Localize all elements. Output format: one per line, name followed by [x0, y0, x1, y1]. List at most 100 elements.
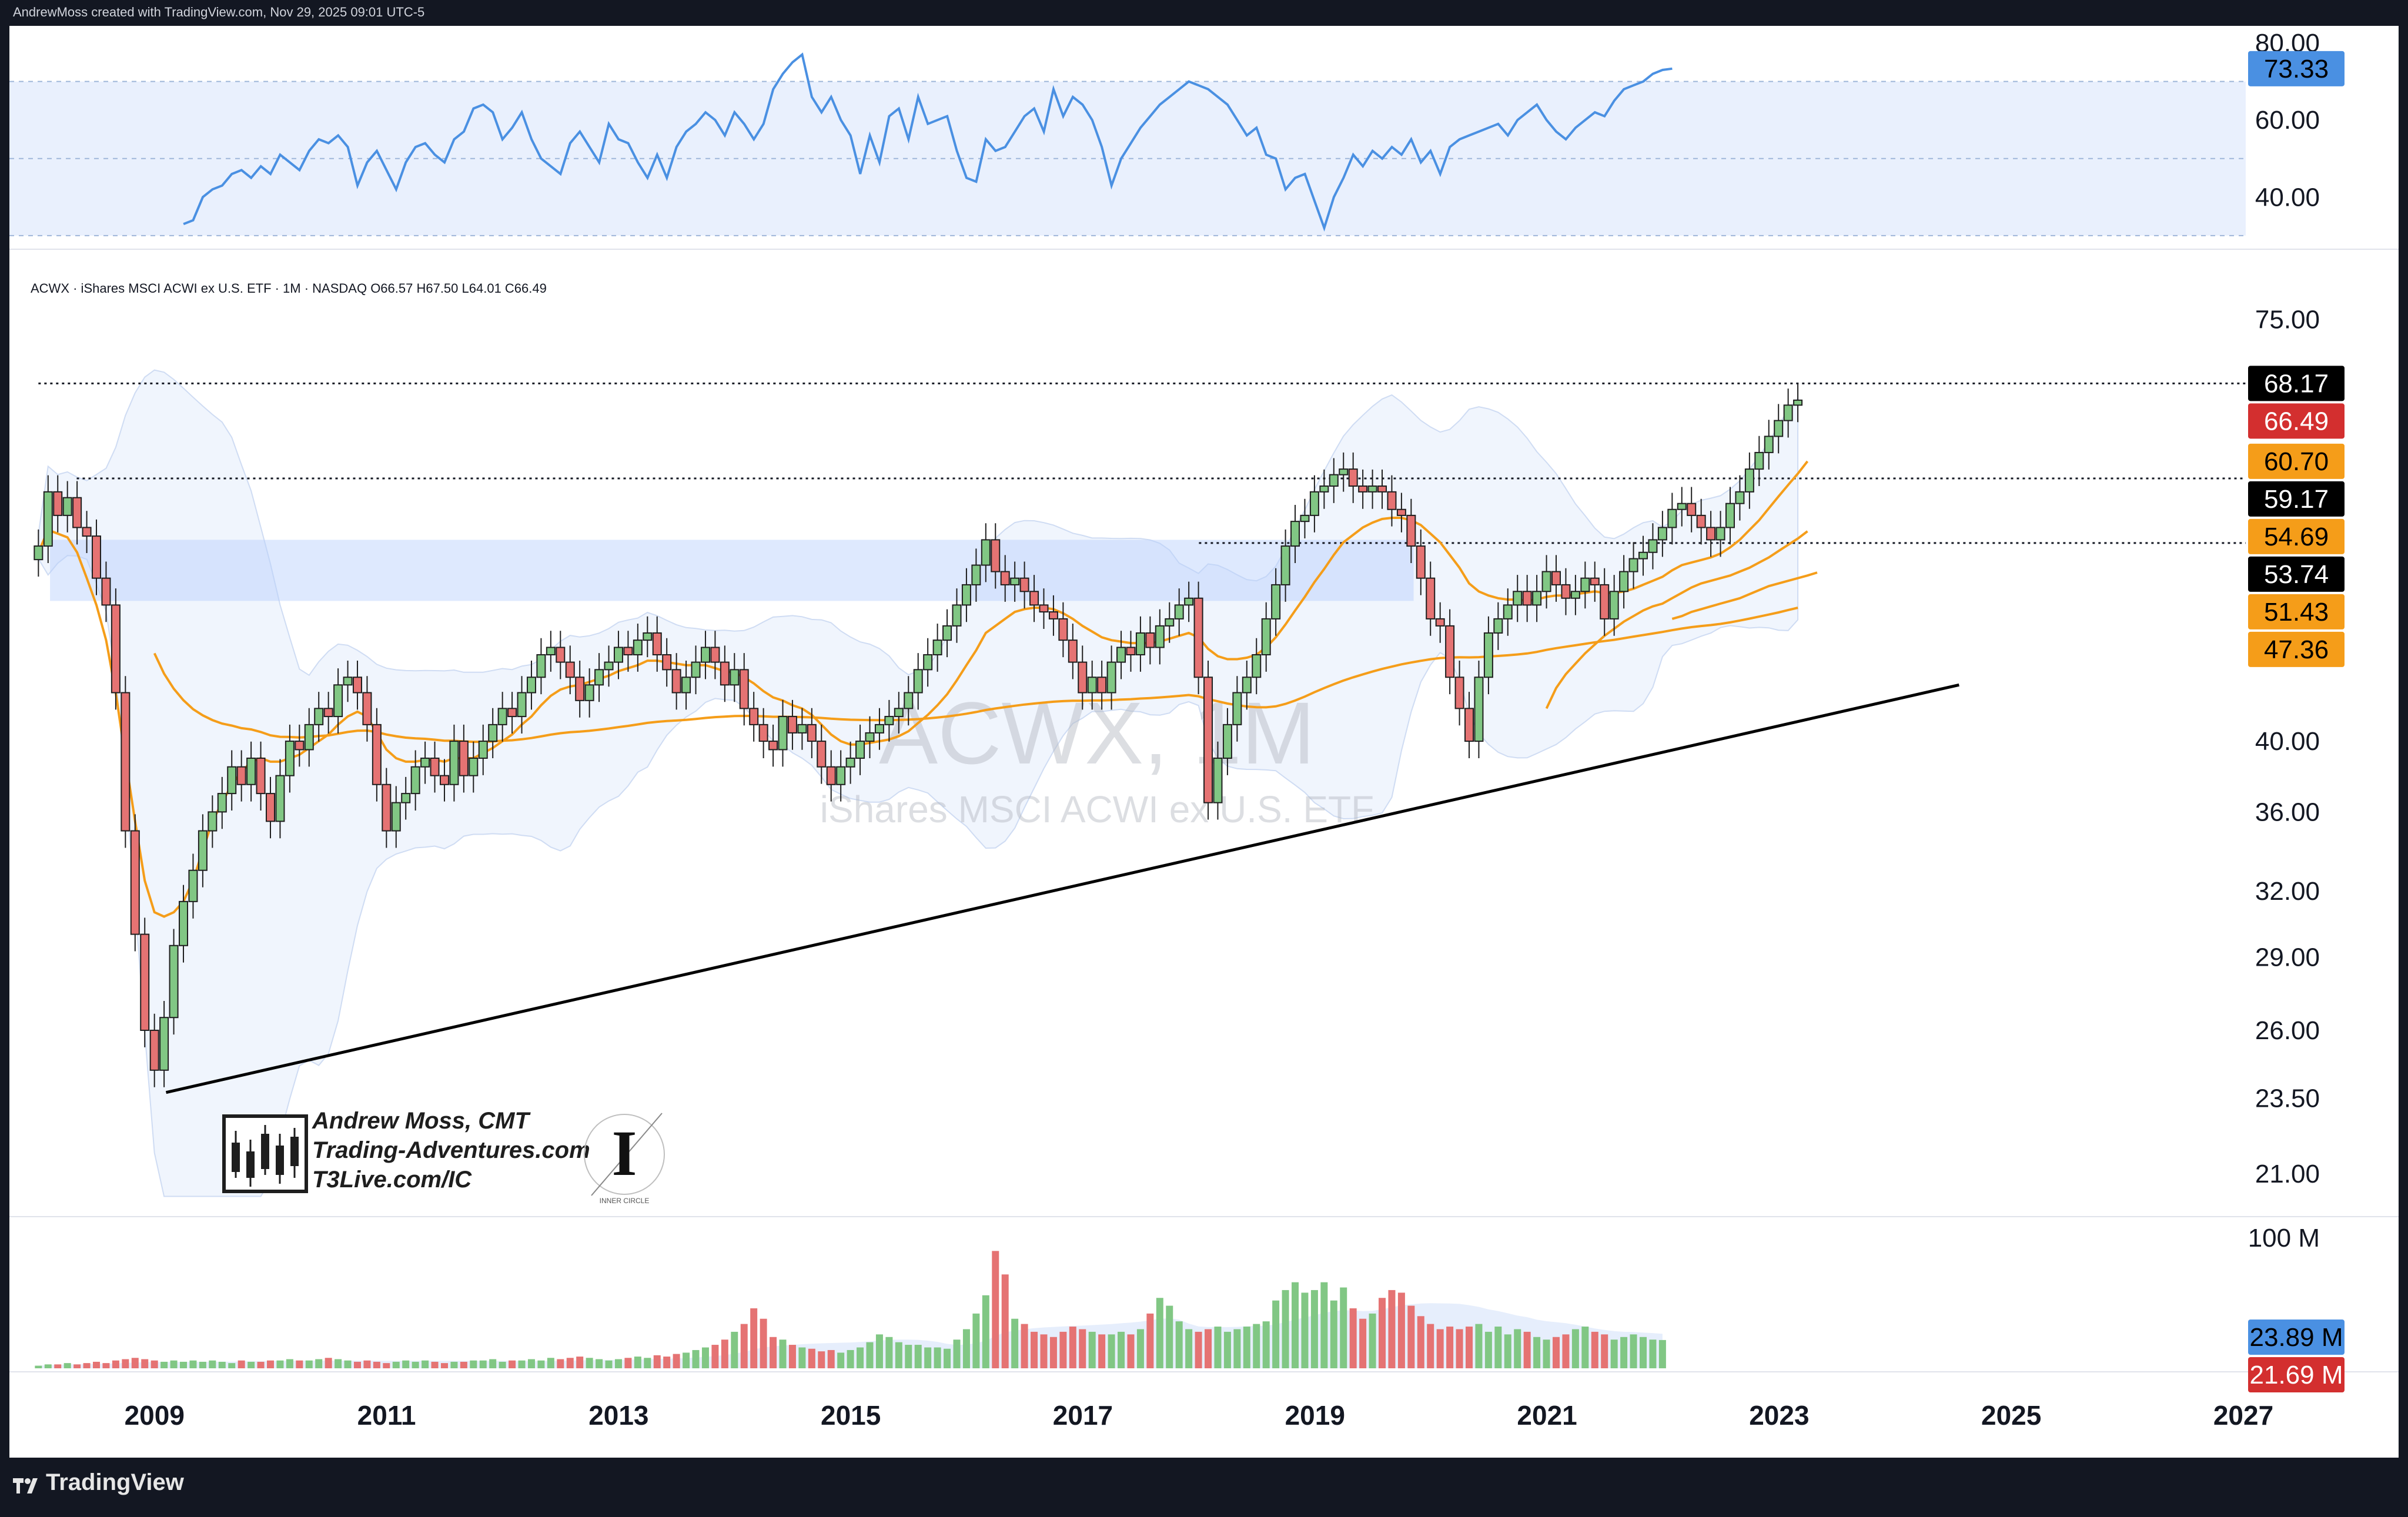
price-tick-label: 26.00: [2255, 1016, 2320, 1045]
candle: [304, 708, 314, 767]
x-tick-label: 2015: [821, 1400, 881, 1431]
symbol-legend[interactable]: ACWX · iShares MSCI ACWI ex U.S. ETF · 1…: [31, 281, 547, 296]
candle: [1570, 575, 1580, 615]
candle: [1058, 602, 1068, 658]
rsi-pane: [9, 52, 2246, 236]
volume-bar: [1320, 1282, 1328, 1368]
candle: [391, 786, 401, 848]
moving-average-line: [1671, 571, 1818, 620]
candle: [942, 609, 952, 658]
candle-body: [1058, 618, 1068, 641]
candle-body: [1222, 724, 1232, 759]
volume-bar: [35, 1365, 42, 1368]
candle: [1474, 661, 1484, 758]
volume-bar: [1523, 1331, 1531, 1368]
candle: [1165, 602, 1175, 643]
candle-body: [739, 669, 749, 709]
candle: [236, 750, 246, 802]
candle: [169, 929, 179, 1035]
candle: [1039, 588, 1049, 629]
volume-bar: [1553, 1337, 1560, 1368]
candle-body: [188, 869, 198, 902]
logo-body: [232, 1143, 240, 1172]
volume-bar: [1310, 1290, 1318, 1368]
candle: [710, 631, 720, 679]
footer-brand-text: TradingView: [46, 1469, 184, 1495]
candle: [961, 568, 971, 622]
price-tag-label: 60.70: [2264, 447, 2329, 476]
volume-bar: [102, 1363, 110, 1368]
signature-line-2: Trading-Adventures.com: [312, 1137, 590, 1163]
candle: [43, 475, 53, 563]
price-tag: 66.49: [2248, 403, 2345, 439]
candle: [1609, 575, 1619, 636]
candle: [1358, 469, 1368, 509]
signature-line-3: T3Live.com/IC: [312, 1167, 472, 1193]
candle: [179, 885, 189, 963]
candle-body: [1532, 591, 1542, 606]
candle: [1271, 568, 1281, 636]
volume-bar: [1233, 1329, 1241, 1368]
candle: [362, 676, 372, 742]
volume-bar: [905, 1345, 912, 1368]
volume-bar: [412, 1361, 419, 1368]
candle-body: [1677, 503, 1687, 510]
candle-body: [1165, 618, 1175, 627]
volume-bar: [1031, 1331, 1038, 1368]
candle: [295, 724, 305, 767]
candle: [1735, 475, 1745, 521]
volume-bar: [576, 1357, 584, 1368]
price-tag-box: [2248, 443, 2345, 479]
candle-body: [420, 757, 430, 768]
candle: [430, 741, 440, 793]
candle-body: [179, 900, 189, 946]
candle-body: [1619, 571, 1629, 592]
candle: [478, 724, 488, 775]
candle: [469, 741, 479, 793]
candle: [1416, 529, 1426, 595]
volume-bar: [1417, 1316, 1424, 1368]
candle-body: [1541, 571, 1551, 592]
volume-bar: [721, 1339, 728, 1368]
price-tag-label: 66.49: [2264, 407, 2329, 436]
candle-body: [1454, 677, 1464, 709]
volume-bar: [1127, 1334, 1135, 1368]
volume-pane: [35, 1251, 1666, 1368]
support-trendline: [165, 683, 1959, 1094]
volume-bar: [944, 1348, 951, 1368]
candle: [932, 623, 942, 672]
candle: [1010, 561, 1020, 602]
candle: [575, 661, 585, 718]
candle-body: [323, 708, 333, 718]
chart-panel[interactable]: ACWX, 1M iShares MSCI ACWI ex U.S. ETF 80…: [9, 26, 2399, 1458]
candle-body: [1725, 503, 1735, 528]
candle: [1000, 555, 1010, 602]
candle-body: [149, 1029, 159, 1071]
candle-body: [575, 677, 585, 701]
volume-bar: [740, 1324, 748, 1368]
logo-body: [246, 1151, 255, 1178]
candle: [130, 814, 140, 952]
candle-body: [1648, 539, 1658, 553]
volume-bar: [499, 1361, 506, 1368]
candle: [1087, 661, 1097, 710]
volume-bar: [924, 1347, 932, 1368]
volume-bar: [586, 1358, 593, 1368]
candle-body: [478, 741, 488, 759]
candle-body: [92, 535, 102, 579]
volume-bar: [189, 1360, 197, 1368]
volume-bar: [1658, 1339, 1666, 1368]
volume-bar: [653, 1355, 661, 1368]
candle-body: [643, 632, 653, 641]
volume-bar: [489, 1359, 497, 1368]
candle-body: [807, 724, 817, 742]
volume-bar: [392, 1361, 400, 1368]
footer-brand[interactable]: TradingView: [13, 1469, 184, 1496]
candle: [1764, 420, 1774, 470]
candle-body: [1493, 618, 1503, 634]
volume-bar: [1639, 1337, 1647, 1368]
candle-body: [507, 708, 517, 718]
price-tick-label: 75.00: [2255, 305, 2320, 334]
candle-body: [1019, 577, 1029, 592]
